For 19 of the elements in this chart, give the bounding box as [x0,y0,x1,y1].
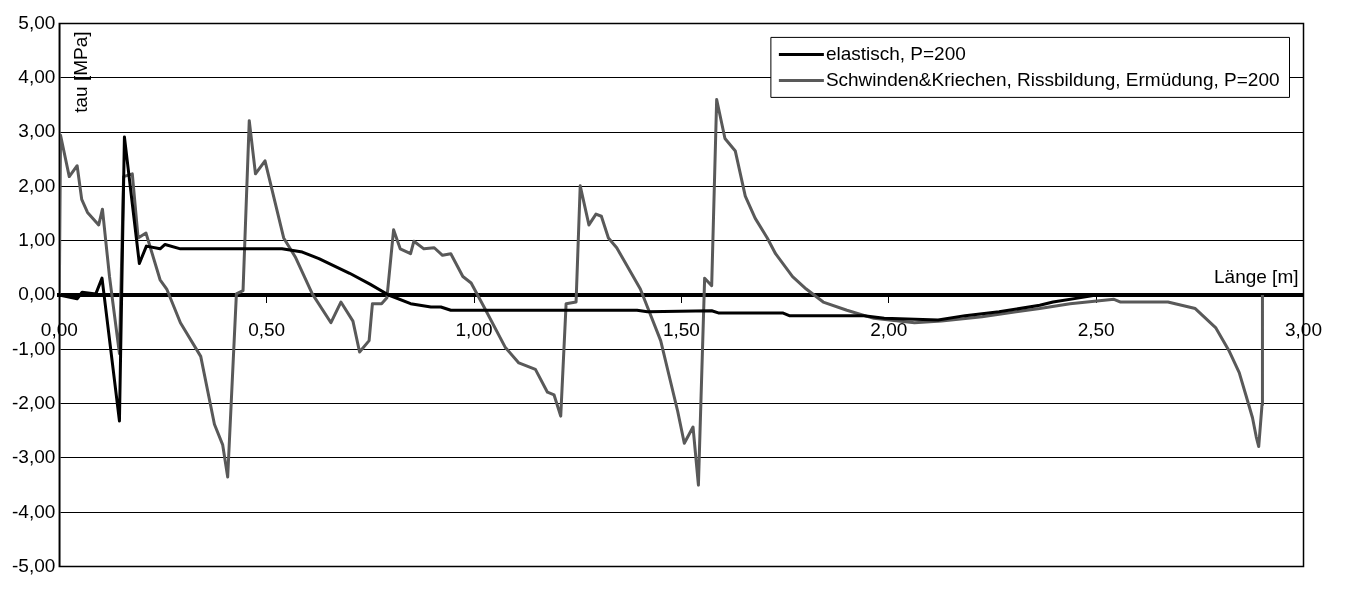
x-tick-label: 0,50 [248,318,286,340]
y-tick-label: -2,00 [11,391,56,413]
x-axis-title: Länge [m] [1214,265,1299,287]
x-tick-label: 2,50 [1077,318,1115,340]
y-tick-label: -5,00 [11,554,56,576]
x-tick-label: 1,50 [662,318,700,340]
y-tick-label: -3,00 [11,446,56,468]
x-tick-label: 1,00 [455,318,493,340]
legend-label: Schwinden&Kriechen, Rissbildung, Ermüdung, P=200 [825,68,1280,90]
y-tick-label: -4,00 [11,500,56,522]
y-tick-label: 3,00 [18,120,56,142]
x-tick-label: 2,00 [870,318,908,340]
y-tick-label: 5,00 [18,11,56,33]
y-tick-label: 0,00 [18,283,56,305]
y-tick-label: 4,00 [18,65,56,87]
y-tick-label: 2,00 [18,174,56,196]
legend-label: elastisch, P=200 [825,42,966,64]
y-axis-title: tau [MPa] [69,31,91,113]
y-tick-label: 1,00 [18,228,56,250]
